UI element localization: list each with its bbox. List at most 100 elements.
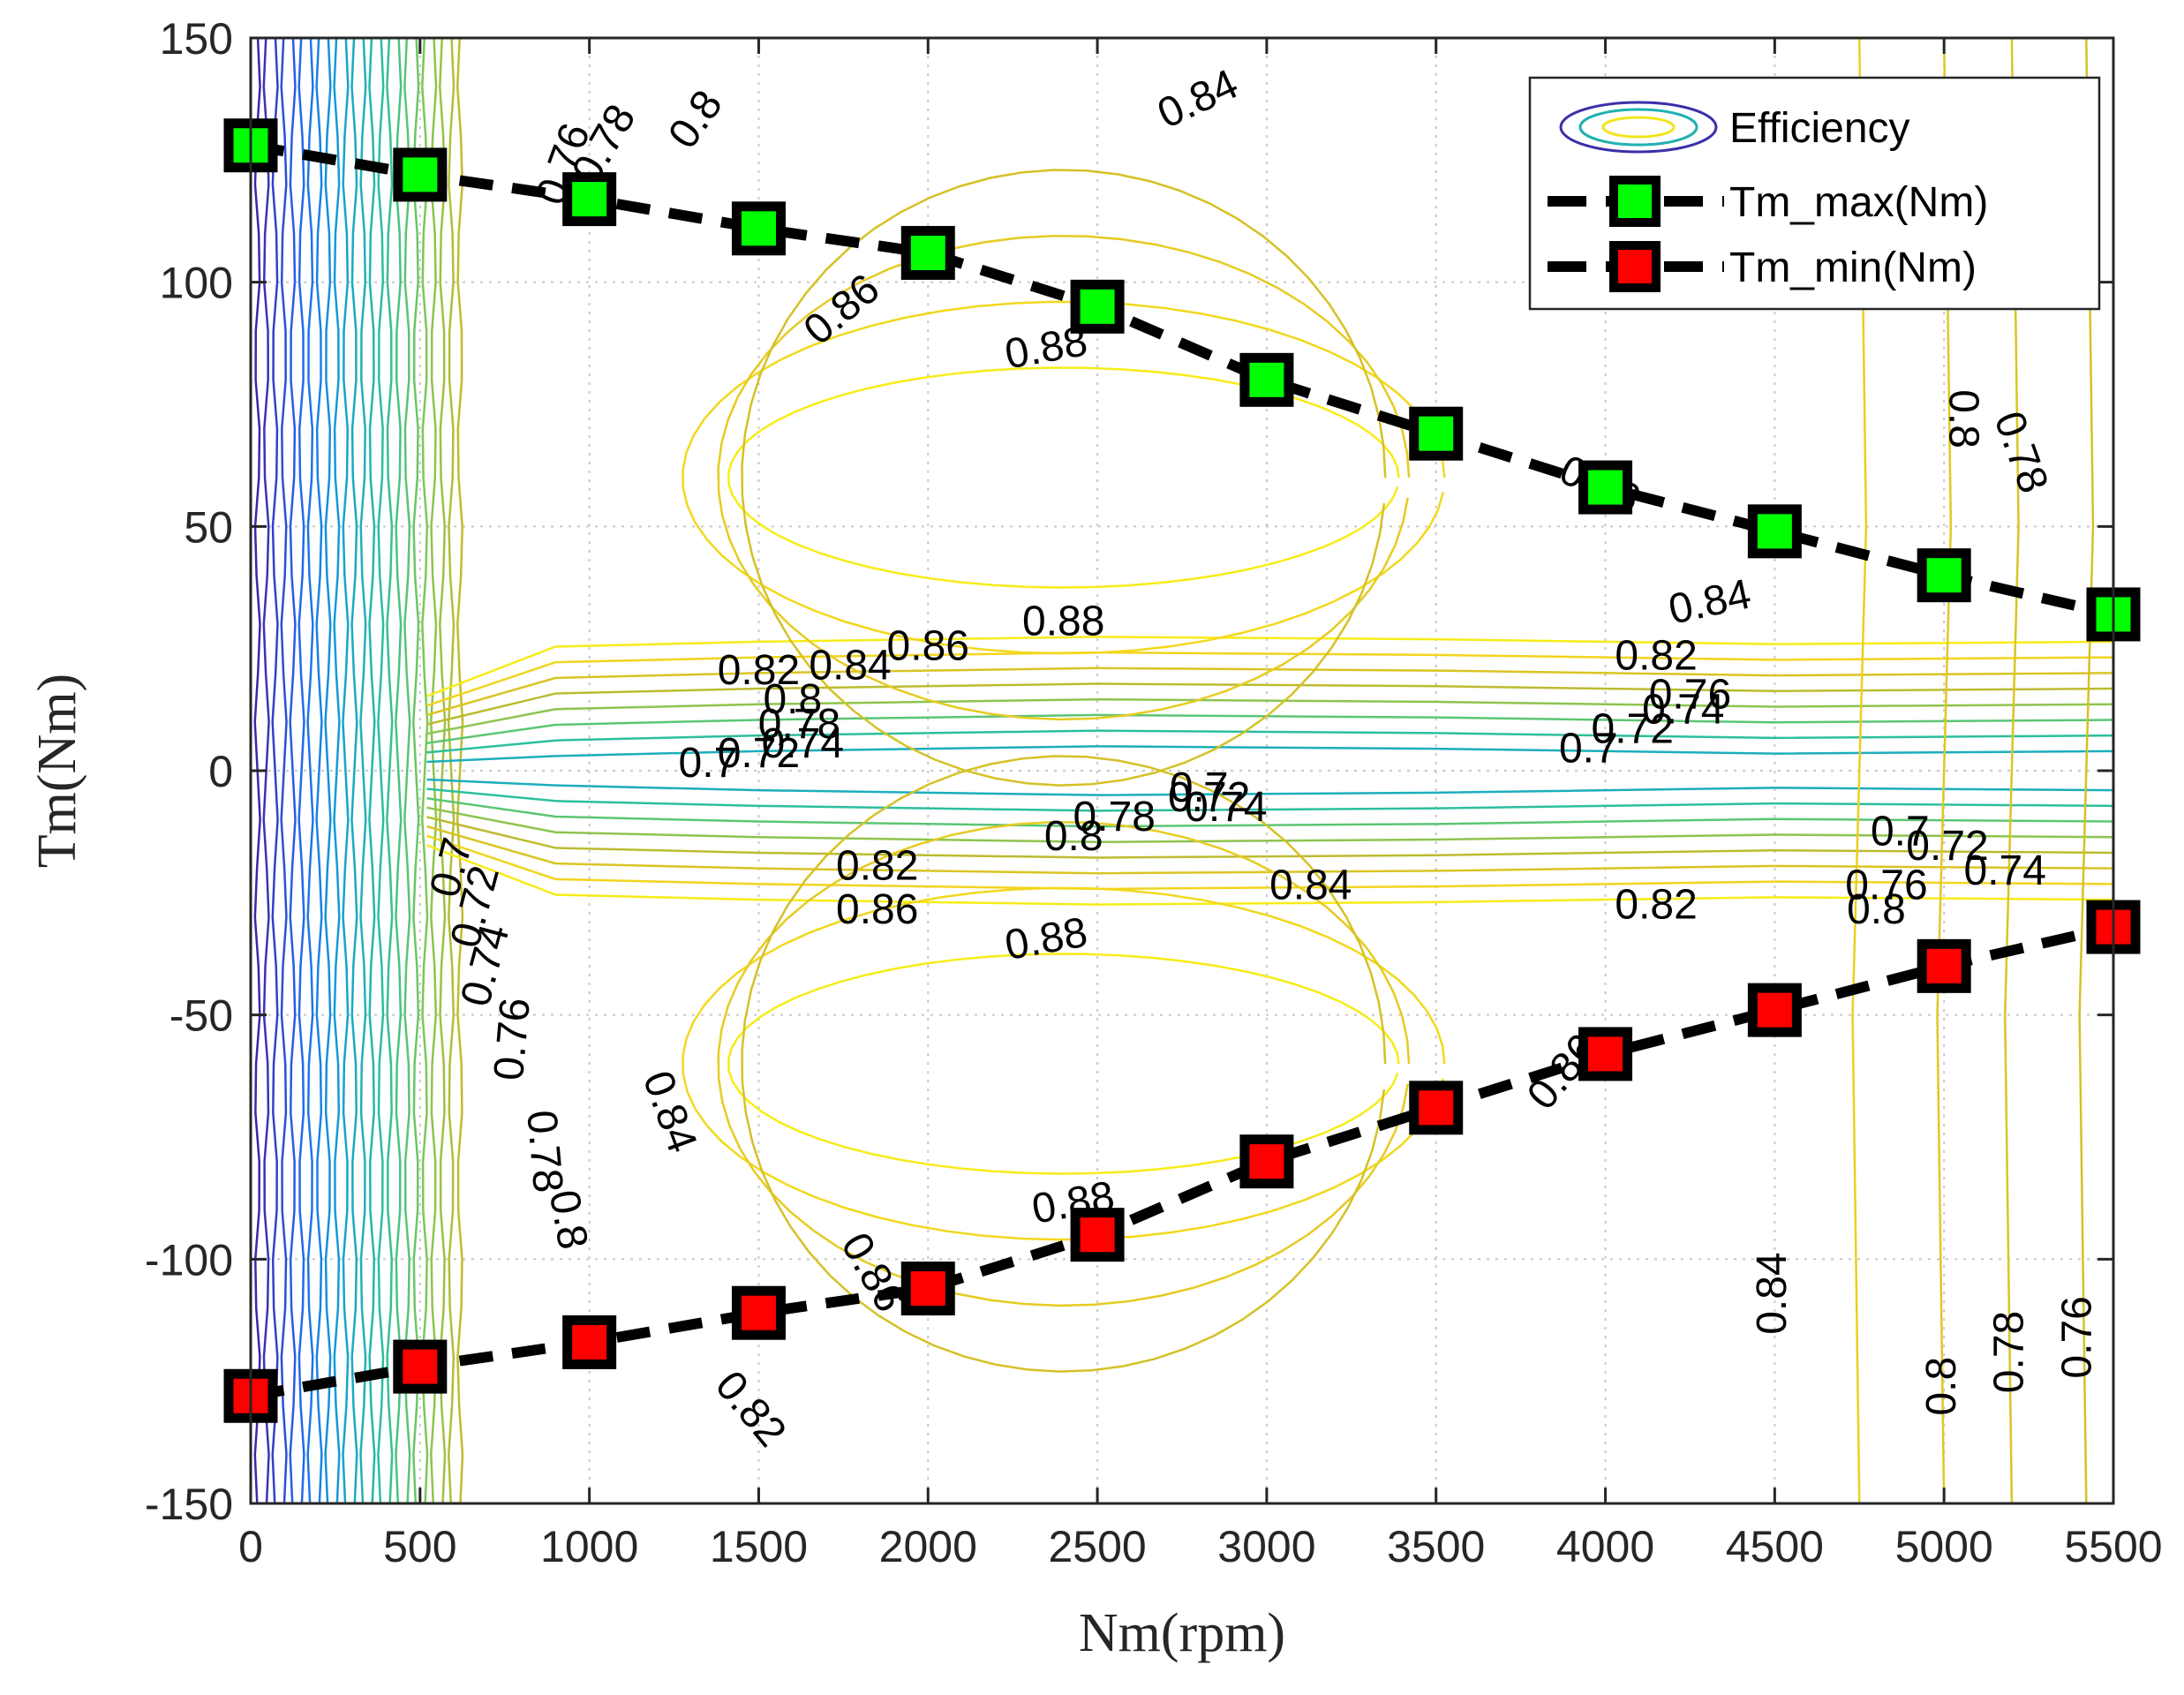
x-axis-title: Nm(rpm) <box>1079 1603 1285 1663</box>
zero-torque-band <box>426 667 2114 717</box>
x-tick-label: 5000 <box>1895 1522 1993 1571</box>
contour-label: 0.74 <box>1185 784 1267 831</box>
zero-torque-band <box>426 636 2114 697</box>
contour-label: 0.84 <box>634 1065 706 1158</box>
y-tick-label: 100 <box>160 259 233 308</box>
x-tick-label: 4000 <box>1556 1522 1654 1571</box>
zero-torque-band <box>426 844 2114 906</box>
zero-torque-band <box>426 806 2114 844</box>
tm-min-marker <box>1578 1027 1633 1081</box>
low-speed-contour <box>429 37 438 1504</box>
contour-label: 0.7 <box>1559 726 1618 772</box>
zero-torque-band <box>426 796 2114 828</box>
tm-max-marker <box>1747 504 1802 559</box>
tm-max-marker <box>1239 352 1294 407</box>
contour-label: 0.7 <box>679 740 738 787</box>
contour-label: 0.82 <box>1615 632 1697 679</box>
low-speed-contour <box>456 37 464 1504</box>
low-speed-contour <box>297 37 305 1504</box>
y-tick-label: 150 <box>160 14 233 64</box>
low-speed-contour <box>359 37 367 1504</box>
y-tick-label: -150 <box>145 1480 233 1529</box>
contour-label: 0.84 <box>1665 570 1755 633</box>
contour-label: 0.8 <box>659 82 732 157</box>
tm-min-marker <box>900 1262 955 1316</box>
contour-label: 0.8 <box>1847 886 1906 933</box>
tm-max-marker <box>1070 279 1125 334</box>
contour-label: 0.76 <box>2053 1296 2100 1378</box>
contour-label: 0.88 <box>1022 599 1104 645</box>
tm-min-marker-icon <box>1548 241 1724 292</box>
zero-torque-band <box>426 816 2114 859</box>
tm-max-marker <box>393 147 448 202</box>
legend-marker <box>1609 176 1661 227</box>
contour-label: 0.84 <box>1749 1252 1796 1334</box>
low-speed-contour <box>403 37 411 1504</box>
zero-torque-band <box>426 825 2114 875</box>
y-tick-label: -100 <box>145 1235 233 1284</box>
contour-label: 0.8 <box>1918 1357 1965 1416</box>
legend-marker <box>1609 241 1661 292</box>
contour-label: 0.72 <box>1168 774 1250 821</box>
legend-ellipse <box>1559 101 1718 154</box>
tm-min-marker <box>1747 983 1802 1037</box>
contour-label: 0.76 <box>1845 862 1927 908</box>
x-tick-label: 3000 <box>1217 1522 1315 1571</box>
low-speed-contour <box>289 37 297 1504</box>
low-speed-contour <box>315 37 323 1504</box>
tm-max-marker <box>562 172 617 227</box>
x-tick-label: 3500 <box>1387 1522 1485 1571</box>
zero-torque-band <box>426 682 2114 726</box>
contour-label: 0.84 <box>1150 61 1245 139</box>
contour-label: 0.78 <box>1986 1311 2033 1393</box>
tm-min-marker <box>731 1285 786 1340</box>
contour-label: 0.7 <box>1170 765 1229 811</box>
zero-torque-band <box>426 713 2114 745</box>
tm-min-marker <box>1239 1134 1294 1189</box>
y-axis-title: Tm(Nm) <box>27 674 87 868</box>
contour-label: 0.78 <box>517 1109 571 1195</box>
legend-ellipse <box>1578 108 1698 147</box>
tm-min-marker <box>1917 938 1971 993</box>
contour-label: 0.78 <box>758 701 840 748</box>
x-tick-label: 4500 <box>1726 1522 1824 1571</box>
x-axis-ticks: 0 500 1000 1500 2000 2500 3000 3500 4000 4500 5000… <box>238 38 2163 1571</box>
zero-torque-band <box>426 787 2114 812</box>
low-speed-contour <box>412 37 420 1504</box>
x-tick-label: 2000 <box>879 1522 977 1571</box>
contour-label: 0.72 <box>1592 705 1674 752</box>
y-tick-label: 0 <box>208 747 233 796</box>
tm-max-marker <box>731 201 786 256</box>
x-tick-label: 500 <box>383 1522 456 1571</box>
contour-label: 0.82 <box>836 842 918 889</box>
contour-label: 0.86 <box>836 886 918 933</box>
contour-label: 0.8 <box>1940 389 1987 448</box>
contour-label: 0.74 <box>762 720 844 767</box>
efficiency-island-contour <box>717 234 1411 721</box>
contour-label: 0.82 <box>1615 882 1697 929</box>
x-tick-label: 2500 <box>1048 1522 1146 1571</box>
low-speed-contour <box>438 37 447 1504</box>
efficiency-island-contour <box>717 820 1411 1307</box>
tm-min-line <box>249 922 2115 1402</box>
low-speed-contour <box>368 37 376 1504</box>
contour-label: 0.86 <box>887 622 969 669</box>
tm-max-line <box>249 139 2115 620</box>
contour-label: 0.84 <box>809 642 891 689</box>
zero-torque-band <box>426 697 2114 735</box>
contour-labels: 0.840.80.780.760.860.880.860.80.780.880.… <box>421 61 2100 1456</box>
tm-min-marker <box>393 1339 448 1394</box>
contour-label: 0.72 <box>718 730 800 777</box>
efficiency-island-contour <box>727 366 1400 589</box>
contour-label: 0.74 <box>1964 848 2046 894</box>
low-speed-contour <box>306 37 314 1504</box>
contour-label: 0.82 <box>718 647 800 694</box>
x-tick-label: 1000 <box>540 1522 638 1571</box>
contour-label: 0.78 <box>1073 794 1156 840</box>
x-tick-label: 5500 <box>2064 1522 2162 1571</box>
y-axis-ticks: 150 100 50 0 -50 -100 -150 <box>145 14 2113 1529</box>
contour-label: 0.82 <box>706 1362 795 1456</box>
legend-label-efficiency: Efficiency <box>1729 105 1910 152</box>
legend-label-tm-max: Tm_max(Nm) <box>1729 179 1988 226</box>
y-tick-label: 50 <box>184 502 233 552</box>
